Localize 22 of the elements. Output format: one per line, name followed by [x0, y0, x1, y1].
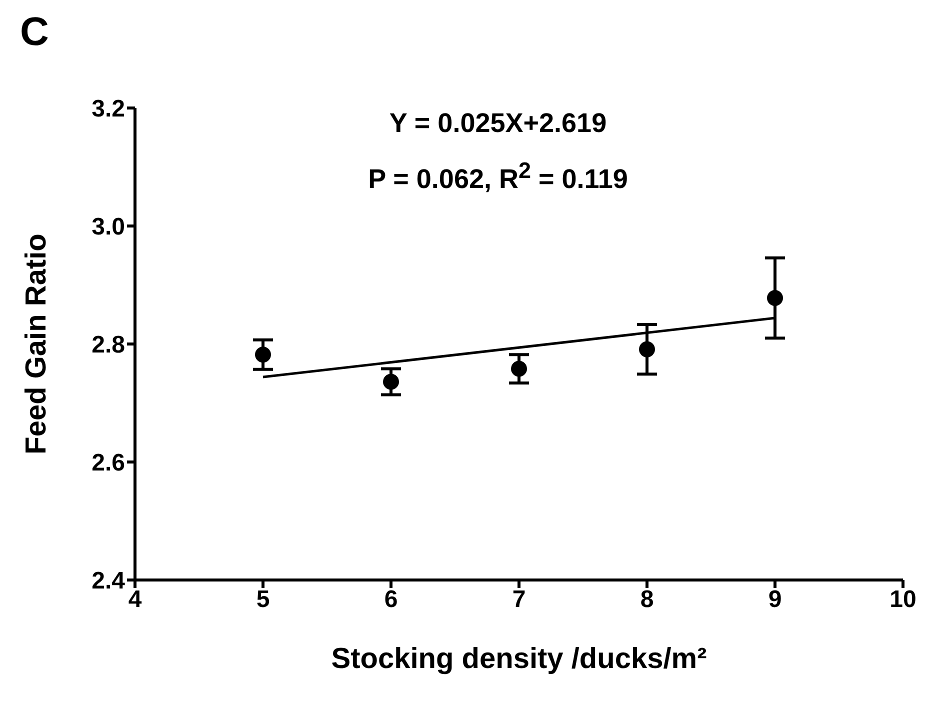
y-tick-label: 2.8 [92, 332, 125, 359]
point [767, 290, 783, 306]
y-tick-label: 3.0 [92, 214, 125, 241]
x-tick-label: 7 [512, 586, 526, 614]
x-tick-label: 6 [384, 586, 398, 614]
point [383, 374, 399, 390]
x-tick-label: 8 [640, 586, 654, 614]
y-tick-label: 3.2 [92, 96, 125, 123]
y-axis-title: Feed Gain Ratio [20, 234, 52, 454]
y-tick-label: 2.6 [92, 450, 125, 477]
annotation: Y = 0.025X+2.619 [388, 108, 608, 139]
point [511, 360, 527, 377]
chart-title: C [20, 10, 49, 55]
x-axis-title: Stocking density /ducks/m² [331, 643, 708, 675]
annotation: P = 0.062, R$^{2}$ = 0.119 [367, 158, 629, 195]
y-tick-label: 2.4 [92, 568, 126, 595]
x-tick-label: 10 [890, 586, 916, 614]
point [639, 341, 655, 358]
x-tick-label: 9 [768, 586, 782, 614]
x-tick-label: 5 [256, 586, 270, 614]
point [255, 346, 271, 363]
x-tick-label: 4 [128, 586, 142, 614]
